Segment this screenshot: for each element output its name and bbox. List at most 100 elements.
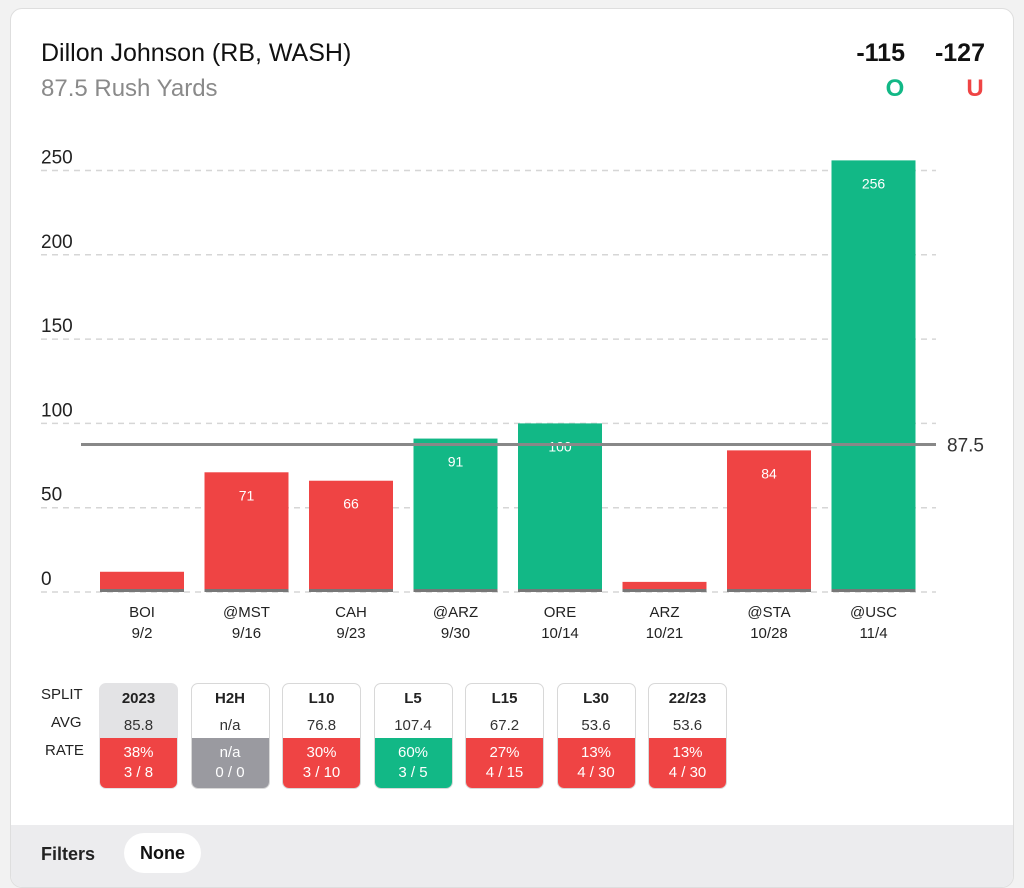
bar-at-arz[interactable] xyxy=(413,438,498,592)
bar-base xyxy=(831,589,916,592)
split-label: SPLIT xyxy=(41,686,83,703)
bar-at-mst[interactable] xyxy=(204,472,289,592)
bar-ore[interactable] xyxy=(518,423,602,592)
split-avg: 53.6 xyxy=(672,717,703,734)
split-rate: 13% 4 / 30 xyxy=(557,738,635,788)
y-tick-label: 250 xyxy=(41,148,73,169)
x-tick-label: CAH xyxy=(335,604,367,621)
split-name: L5 xyxy=(404,690,422,707)
split-rate-pct: 27% xyxy=(489,744,520,761)
split-rate: 27% 4 / 15 xyxy=(466,738,543,788)
x-tick-date: 10/28 xyxy=(750,625,788,642)
split-avg: 85.8 xyxy=(123,717,154,734)
splits-table: SPLIT AVG RATE 2023 85.8 38% 3 / 8 H2H n/a n/a… xyxy=(11,681,1013,801)
bar-value-label: 256 xyxy=(862,175,886,191)
split-rate-pct: 13% xyxy=(672,744,703,761)
rate-label: RATE xyxy=(45,742,84,759)
split-name: L10 xyxy=(308,690,335,707)
split-rate-record: 3 / 5 xyxy=(398,764,428,781)
bar-boi[interactable] xyxy=(100,571,184,592)
x-tick-date: 10/21 xyxy=(646,625,684,642)
over-odds[interactable]: -115 xyxy=(856,39,905,67)
split-avg: 67.2 xyxy=(489,717,520,734)
x-tick-label: @STA xyxy=(747,604,790,621)
split-name: H2H xyxy=(214,690,245,707)
prop-card: Dillon Johnson (RB, WASH) 87.5 Rush Yard… xyxy=(10,8,1014,888)
bar-base xyxy=(100,589,184,592)
split-rate: 30% 3 / 10 xyxy=(283,738,360,788)
split-22-23[interactable]: 22/23 53.6 13% 4 / 30 xyxy=(648,683,727,789)
bar-value-label: 100 xyxy=(548,438,572,454)
split-avg: 53.6 xyxy=(581,717,611,734)
bar-base xyxy=(204,589,289,592)
bar-value-label: 84 xyxy=(761,465,777,481)
split-l30[interactable]: L30 53.6 13% 4 / 30 xyxy=(556,683,636,789)
split-l15[interactable]: L15 67.2 27% 4 / 15 xyxy=(465,683,544,789)
split-name: L30 xyxy=(583,690,609,707)
split-rate-record: 4 / 30 xyxy=(668,764,707,781)
bar-value-label: 91 xyxy=(448,454,464,470)
x-tick-date: 9/30 xyxy=(441,625,470,642)
x-tick-label: @USC xyxy=(850,604,897,621)
split-rate-record: 0 / 0 xyxy=(215,764,245,781)
x-tick-label: ORE xyxy=(544,604,577,621)
bar-at-sta[interactable] xyxy=(727,450,811,592)
split-rate-pct: 13% xyxy=(580,744,612,761)
x-tick-date: 10/14 xyxy=(541,625,579,642)
x-tick-label: @ARZ xyxy=(433,604,478,621)
split-rate-record: 3 / 8 xyxy=(123,764,154,781)
split-rate: n/a 0 / 0 xyxy=(191,738,269,788)
player-name: Dillon Johnson (RB, WASH) xyxy=(41,39,352,67)
bar-cah[interactable] xyxy=(309,480,393,592)
split-avg: 76.8 xyxy=(306,717,337,734)
avg-label: AVG xyxy=(51,714,82,731)
bar-arz[interactable] xyxy=(622,581,707,592)
x-tick-label: ARZ xyxy=(650,604,680,621)
split-l10[interactable]: L10 76.8 30% 3 / 10 xyxy=(282,683,361,789)
x-tick-label: BOI xyxy=(129,604,155,621)
x-tick-date: 9/2 xyxy=(132,625,153,642)
over-label[interactable]: O xyxy=(885,75,905,102)
split-name: 2023 xyxy=(121,690,156,707)
x-tick-date: 9/16 xyxy=(232,625,261,642)
split-rate: 38% 3 / 8 xyxy=(100,738,177,788)
split-2023[interactable]: 2023 85.8 38% 3 / 8 xyxy=(99,683,178,789)
split-rate-record: 3 / 10 xyxy=(302,764,341,781)
under-label[interactable]: U xyxy=(966,75,984,102)
bar-base xyxy=(727,589,811,592)
bar-base xyxy=(309,589,393,592)
split-avg: 107.4 xyxy=(394,717,432,734)
y-tick-label: 0 xyxy=(41,569,52,590)
prop-line-label: 87.5 xyxy=(947,435,984,456)
filters-label: Filters xyxy=(41,844,96,864)
filters-button[interactable]: None xyxy=(124,833,201,873)
bar-at-usc[interactable] xyxy=(831,160,916,592)
bar-value-label: 66 xyxy=(343,496,359,512)
bar-base xyxy=(413,589,498,592)
bar-value-label: 71 xyxy=(239,487,255,503)
split-rate-pct: 60% xyxy=(397,744,429,761)
y-tick-label: 200 xyxy=(41,232,73,253)
split-rate: 60% 3 / 5 xyxy=(374,738,452,788)
split-h2h[interactable]: H2H n/a n/a 0 / 0 xyxy=(190,683,270,789)
x-tick-date: 11/4 xyxy=(859,625,887,642)
bar-base xyxy=(518,589,602,592)
x-tick-label: @MST xyxy=(223,604,270,621)
y-tick-label: 50 xyxy=(41,485,62,506)
split-rate-pct: n/a xyxy=(219,744,241,761)
filters-bar: Filters None xyxy=(11,825,1013,887)
bar-base xyxy=(622,589,707,592)
under-odds[interactable]: -127 xyxy=(934,39,985,67)
split-rate-pct: 38% xyxy=(123,744,154,761)
split-rate-record: 4 / 15 xyxy=(485,764,524,781)
y-tick-label: 150 xyxy=(41,316,73,337)
game-log-bar-chart: 0 50 100 150 200 250 BOI 9/2 71 @MST 9/16 66 CAH 9/23… xyxy=(41,148,984,642)
split-l5[interactable]: L5 107.4 60% 3 / 5 xyxy=(373,683,453,789)
split-avg: n/a xyxy=(219,717,241,734)
prop-line: 87.5 Rush Yards xyxy=(41,75,218,102)
split-name: 22/23 xyxy=(668,690,707,707)
split-rate: 13% 4 / 30 xyxy=(649,738,726,788)
y-tick-label: 100 xyxy=(41,400,73,421)
split-name: L15 xyxy=(491,690,518,707)
split-rate-record: 4 / 30 xyxy=(577,764,615,781)
